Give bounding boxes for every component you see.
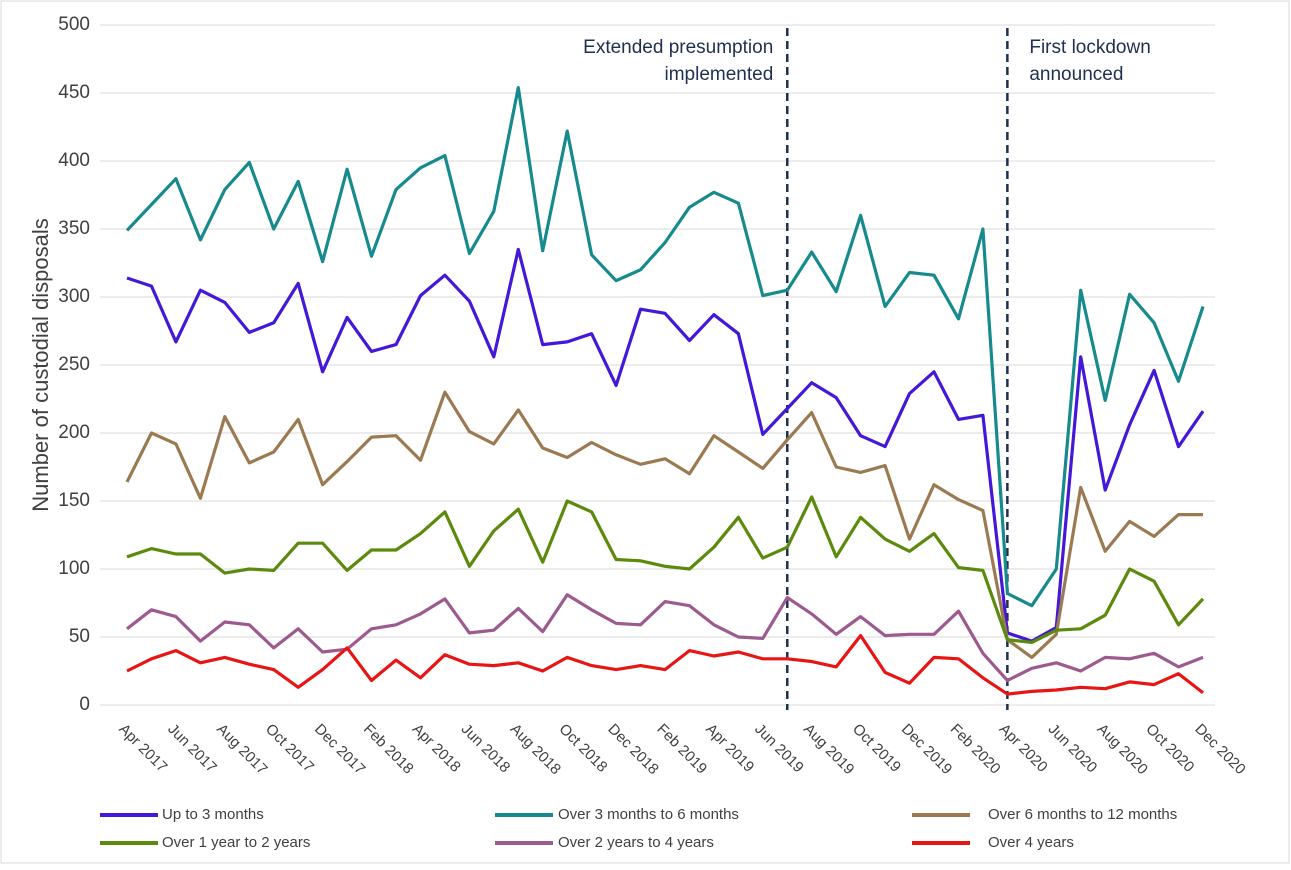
- annotation: implemented: [664, 64, 773, 85]
- y-tick-label: 350: [58, 218, 90, 239]
- annotation: announced: [1029, 64, 1123, 85]
- series-line: [126, 634, 1204, 696]
- y-tick-label: 400: [58, 150, 90, 171]
- series-line: [125, 86, 1205, 608]
- y-tick-label: 300: [58, 286, 90, 307]
- y-tick-label: 0: [79, 694, 90, 715]
- y-tick-label: 250: [58, 354, 90, 375]
- legend-label: Over 3 months to 6 months: [558, 806, 739, 823]
- y-axis-label: Number of custodial disposals: [28, 218, 53, 511]
- y-tick-label: 200: [58, 422, 90, 443]
- series-line: [125, 390, 1203, 659]
- y-tick-label: 450: [58, 82, 90, 103]
- legend-label: Over 4 years: [988, 834, 1074, 851]
- y-tick-label: 50: [69, 626, 90, 647]
- legend-label: Over 6 months to 12 months: [988, 806, 1177, 823]
- annotation: Extended presumption: [583, 37, 773, 58]
- series-line: [126, 495, 1205, 644]
- y-tick-label: 150: [58, 490, 90, 511]
- y-tick-label: 500: [58, 14, 90, 35]
- y-tick-label: 100: [58, 558, 90, 579]
- legend-label: Over 2 years to 4 years: [558, 834, 714, 851]
- series-line: [126, 247, 1205, 643]
- series-line: [126, 593, 1204, 683]
- legend-label: Up to 3 months: [162, 806, 264, 823]
- annotation: First lockdown: [1029, 37, 1150, 58]
- legend-label: Over 1 year to 2 years: [162, 834, 310, 851]
